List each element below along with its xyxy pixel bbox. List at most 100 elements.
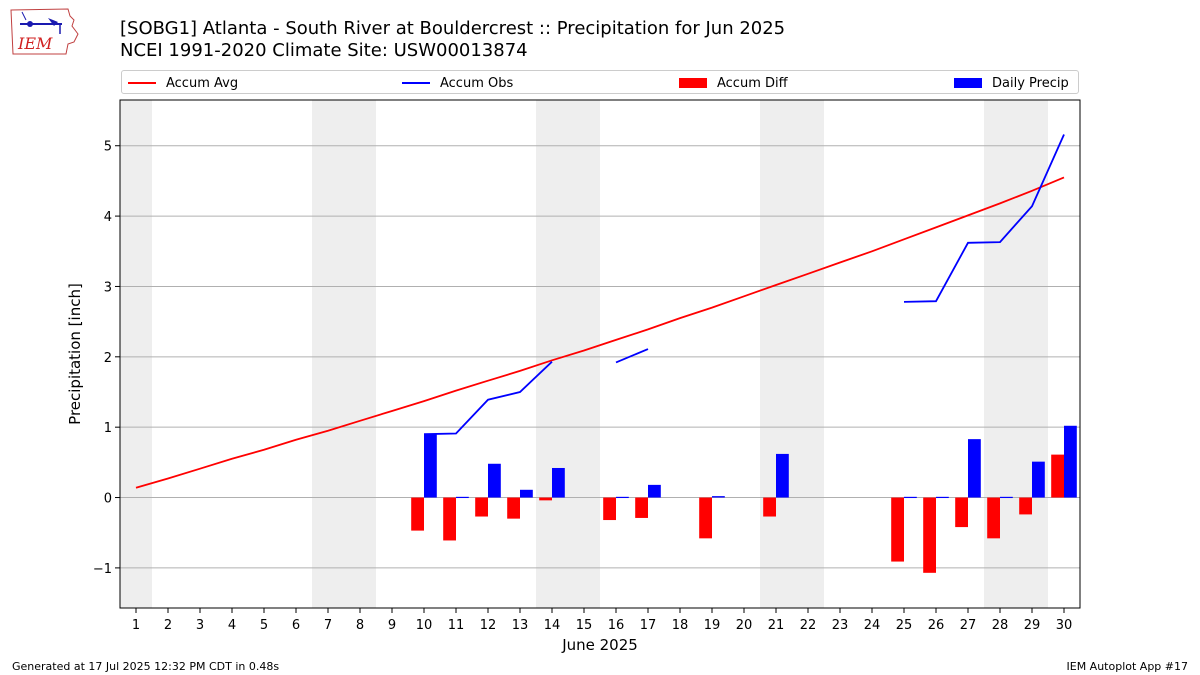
legend-label-accum-diff: Accum Diff [717, 75, 788, 91]
x-tick-label: 1 [132, 618, 140, 633]
accum-diff-bar [955, 497, 968, 528]
daily-precip-bar [488, 463, 501, 498]
accum-diff-bar [603, 497, 616, 521]
y-tick-label: −1 [93, 562, 112, 577]
x-tick-label: 24 [864, 618, 881, 633]
accum-diff-bar [1019, 497, 1032, 515]
footer-app-id: IEM Autoplot App #17 [1066, 660, 1189, 673]
accum-diff-bar [475, 497, 488, 517]
accum-diff-bar [539, 497, 552, 501]
x-tick-label: 17 [640, 618, 657, 633]
iowa-map-logo: IEM [10, 8, 79, 55]
daily-precip-bar [424, 434, 437, 498]
iem-logo: IEM [8, 6, 80, 60]
legend-item-accum-diff: Accum Diff [679, 74, 788, 92]
x-tick-label: 26 [928, 618, 945, 633]
legend-label-accum-obs: Accum Obs [440, 75, 514, 91]
accum-avg-line [135, 176, 1065, 489]
accum-diff-bar [987, 497, 1000, 539]
legend-swatch-accum-diff [679, 78, 707, 88]
x-tick-label: 23 [832, 618, 849, 633]
weekend-band [120, 100, 152, 608]
y-tick-label: 0 [104, 492, 112, 507]
accum-diff-bar [507, 497, 520, 519]
x-tick-label: 28 [992, 618, 1009, 633]
x-tick-label: 5 [260, 618, 268, 633]
accum-diff-bar [411, 497, 424, 531]
x-tick-label: 20 [736, 618, 753, 633]
daily-precip-bar [616, 496, 629, 499]
x-tick-label: 12 [480, 618, 497, 633]
y-tick-label: 1 [104, 421, 112, 436]
x-tick-label: 2 [164, 618, 172, 633]
y-axis-label: Precipitation [inch] [66, 283, 84, 425]
weekend-band [792, 100, 824, 608]
daily-precip-bar [776, 453, 789, 498]
legend-swatch-accum-avg [128, 82, 156, 84]
x-tick-label: 19 [704, 618, 721, 633]
x-tick-label: 4 [228, 618, 236, 633]
y-tick-label: 2 [104, 351, 112, 366]
daily-precip-bar [936, 496, 949, 499]
daily-precip-bar [1000, 496, 1013, 499]
x-tick-label: 25 [896, 618, 913, 633]
x-tick-label: 22 [800, 618, 817, 633]
x-axis-label: June 2025 [561, 636, 638, 654]
legend-label-daily-precip: Daily Precip [992, 75, 1069, 91]
daily-precip-bar [904, 496, 917, 499]
x-tick-label: 8 [356, 618, 364, 633]
x-tick-label: 21 [768, 618, 785, 633]
daily-precip-bar [1064, 425, 1077, 498]
accum-diff-bar [635, 497, 648, 518]
daily-precip-bar [648, 484, 661, 498]
x-tick-label: 3 [196, 618, 204, 633]
accum-obs-line [615, 348, 649, 364]
daily-precip-bar [1032, 461, 1045, 498]
plot-frame [119, 99, 1081, 609]
legend-swatch-daily-precip [954, 78, 982, 88]
weekend-band [312, 100, 344, 608]
y-tick-label: 5 [104, 140, 112, 155]
svg-text:IEM: IEM [17, 34, 53, 53]
daily-precip-bar [712, 496, 725, 498]
accum-obs-line [423, 361, 553, 436]
legend-item-accum-obs: Accum Obs [402, 74, 513, 92]
legend-label-accum-avg: Accum Avg [166, 75, 239, 91]
weekend-band [1016, 100, 1048, 608]
y-tick-label: 3 [104, 280, 112, 295]
x-tick-label: 14 [544, 618, 561, 633]
accum-diff-bar [891, 497, 904, 562]
x-tick-label: 7 [324, 618, 332, 633]
legend-swatch-accum-obs [402, 82, 430, 84]
x-tick-label: 10 [416, 618, 433, 633]
accum-diff-bar [763, 497, 776, 517]
legend-item-daily-precip: Daily Precip [954, 74, 1069, 92]
y-tick-label: 4 [104, 210, 112, 225]
accum-diff-bar [1051, 454, 1064, 498]
daily-precip-bar [552, 467, 565, 498]
chart-subtitle: NCEI 1991-2020 Climate Site: USW00013874 [120, 40, 528, 61]
daily-precip-bar [520, 489, 533, 498]
x-tick-label: 30 [1056, 618, 1073, 633]
x-tick-label: 27 [960, 618, 977, 633]
x-tick-label: 13 [512, 618, 529, 633]
daily-precip-bar [968, 439, 981, 498]
weekend-band [536, 100, 568, 608]
weekend-band [344, 100, 376, 608]
x-tick-label: 16 [608, 618, 625, 633]
x-tick-label: 29 [1024, 618, 1041, 633]
accum-diff-bar [443, 497, 456, 541]
weekend-band [760, 100, 792, 608]
accum-diff-bar [699, 497, 712, 539]
daily-precip-bar [456, 496, 469, 499]
accum-obs-line [903, 134, 1065, 303]
accum-diff-bar [923, 497, 936, 573]
x-tick-label: 6 [292, 618, 300, 633]
chart-title: [SOBG1] Atlanta - South River at Boulder… [120, 18, 786, 39]
chart-legend: Accum Avg Accum Obs Accum Diff Daily Pre… [121, 70, 1079, 94]
legend-item-accum-avg: Accum Avg [128, 74, 238, 92]
footer-generated-note: Generated at 17 Jul 2025 12:32 PM CDT in… [12, 660, 280, 673]
x-tick-label: 15 [576, 618, 593, 633]
x-tick-label: 9 [388, 618, 396, 633]
